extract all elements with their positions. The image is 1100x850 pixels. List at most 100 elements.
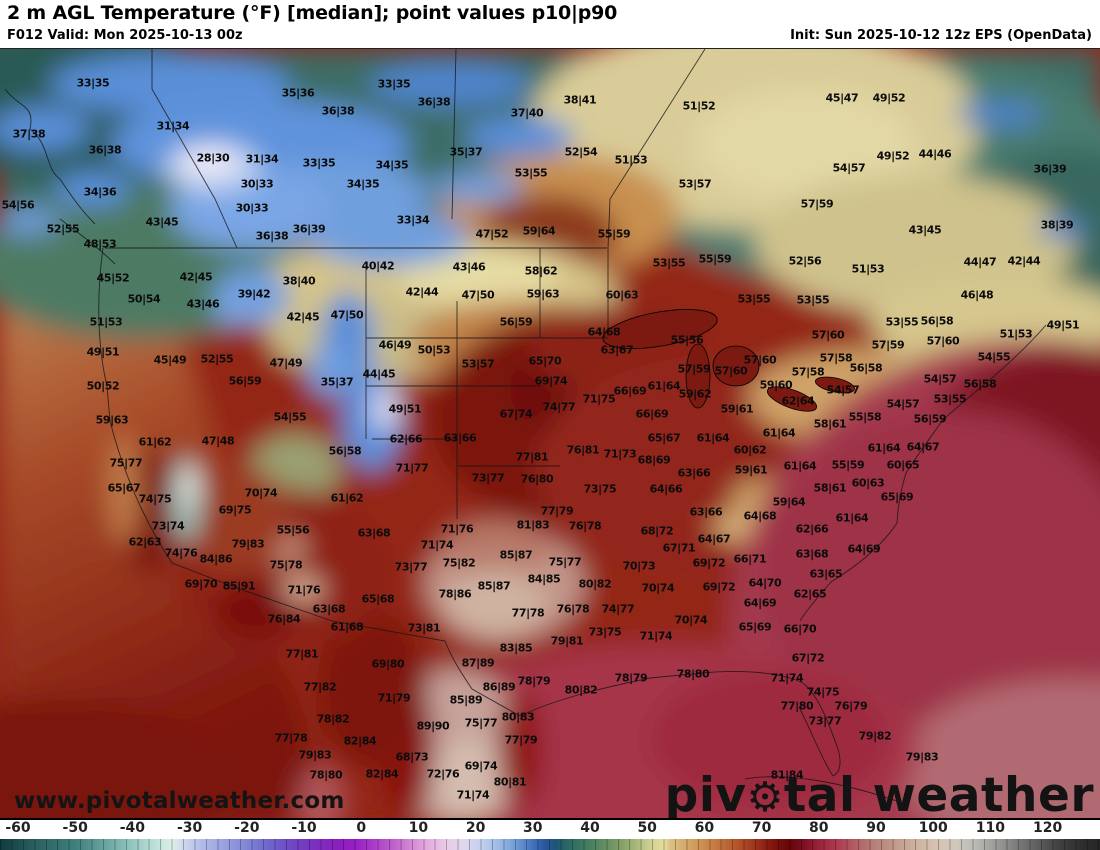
point-value: 55|59 (597, 227, 631, 241)
point-value: 56|58 (849, 361, 883, 375)
colorbar-tick: 120 (1032, 820, 1063, 836)
pivotal-weather-logo: piv⚙tal weather (665, 772, 1094, 819)
point-value: 68|72 (640, 524, 674, 538)
point-value: 42|45 (286, 310, 320, 324)
point-value: 63|66 (677, 466, 711, 480)
point-value: 71|79 (377, 691, 411, 705)
colorbar-tick: 70 (751, 820, 772, 836)
point-value: 76|78 (556, 602, 590, 616)
point-value: 62|65 (793, 587, 827, 601)
point-value: 77|81 (515, 450, 549, 464)
point-value: 69|80 (371, 657, 405, 671)
logo-text-pre: piv (664, 768, 747, 819)
point-value: 59|61 (720, 402, 754, 416)
point-value: 61|64 (696, 431, 730, 445)
point-value: 79|83 (231, 537, 265, 551)
point-value: 50|54 (127, 292, 161, 306)
point-value: 65|68 (361, 592, 395, 606)
point-value: 44|45 (362, 367, 396, 381)
point-value: 36|38 (255, 229, 289, 243)
point-value: 38|39 (1040, 218, 1074, 232)
point-value: 59|64 (522, 224, 556, 238)
point-value: 43|45 (145, 215, 179, 229)
point-value: 54|57 (826, 383, 860, 397)
point-value: 85|87 (477, 579, 511, 593)
point-value: 60|63 (605, 288, 639, 302)
colorbar-tick: 50 (637, 820, 657, 836)
point-value: 64|67 (906, 440, 940, 454)
point-value: 76|84 (267, 612, 301, 626)
point-value: 79|83 (905, 750, 939, 764)
point-value: 76|80 (520, 472, 554, 486)
point-value: 61|64 (835, 511, 869, 525)
point-value: 70|74 (244, 486, 278, 500)
point-value: 73|77 (808, 714, 842, 728)
weather-map: 33|35 35|36 36|38 31|34 37|38 36|38 28|30 31|34… (0, 48, 1100, 819)
point-value: 44|46 (918, 147, 952, 161)
point-value: 35|37 (320, 375, 354, 389)
point-value: 63|66 (443, 431, 477, 445)
point-value: 43|46 (452, 260, 486, 274)
point-value: 63|68 (312, 602, 346, 616)
point-value: 71|74 (420, 538, 454, 552)
point-value: 62|66 (389, 432, 423, 446)
point-value: 60|65 (886, 458, 920, 472)
point-value: 65|69 (738, 620, 772, 634)
point-value: 54|55 (977, 350, 1011, 364)
point-value: 82|84 (343, 734, 377, 748)
point-value: 77|79 (540, 504, 574, 518)
point-value: 86|89 (482, 680, 516, 694)
point-value: 69|70 (184, 577, 218, 591)
temperature-shading (0, 49, 1100, 819)
point-value: 51|52 (682, 99, 716, 113)
point-value: 80|82 (578, 577, 612, 591)
point-value: 53|57 (678, 177, 712, 191)
point-value: 56|59 (913, 412, 947, 426)
point-value: 53|55 (514, 166, 548, 180)
point-value: 61|62 (138, 435, 172, 449)
point-value: 71|76 (440, 522, 474, 536)
point-value: 34|35 (346, 177, 380, 191)
point-value: 55|59 (698, 252, 732, 266)
point-value: 47|50 (330, 308, 364, 322)
logo-text-post: tal weather (783, 768, 1094, 819)
point-value: 56|58 (963, 377, 997, 391)
point-value: 30|33 (240, 177, 274, 191)
point-value: 73|77 (471, 471, 505, 485)
colorbar-tick: 80 (809, 820, 829, 836)
point-value: 64|66 (649, 482, 683, 496)
point-value: 76|78 (568, 519, 602, 533)
colorbar-tick: 30 (523, 820, 543, 836)
point-value: 66|71 (733, 552, 767, 566)
point-value: 69|74 (464, 759, 498, 773)
map-borders (4, 49, 1047, 803)
point-value: 38|41 (563, 93, 597, 107)
colorbar-tick: 10 (408, 820, 429, 836)
point-value: 62|66 (795, 522, 829, 536)
point-value: 57|58 (791, 365, 825, 379)
point-value: 64|70 (748, 576, 782, 590)
point-value: 59|61 (734, 463, 768, 477)
point-value: 58|61 (813, 481, 847, 495)
temperature-field (0, 49, 1100, 819)
point-value: 35|36 (281, 86, 315, 100)
point-value: 61|68 (330, 620, 364, 634)
point-value: 70|73 (622, 559, 656, 573)
point-value: 79|81 (550, 634, 584, 648)
point-value: 37|38 (12, 127, 46, 141)
colorbar-tick-labels: -60 -50 -40 -30 -20 -10 0 10 20 30 40 50 60 70 80 90 100… (0, 820, 1100, 838)
point-value: 47|52 (475, 227, 509, 241)
point-value: 63|65 (809, 567, 843, 581)
point-value: 63|68 (795, 547, 829, 561)
point-value: 78|79 (517, 674, 551, 688)
point-value: 73|75 (583, 482, 617, 496)
point-value: 56|59 (499, 315, 533, 329)
point-value: 74|77 (542, 400, 576, 414)
colorbar-tick: 40 (580, 820, 600, 836)
point-value: 47|49 (269, 356, 303, 370)
point-value: 54|57 (923, 372, 957, 386)
point-value: 49|52 (872, 91, 906, 105)
init-time-label: Init: Sun 2025-10-12 12z EPS (OpenData) (790, 28, 1092, 43)
point-value: 74|75 (138, 492, 172, 506)
great-lakes (602, 309, 856, 412)
